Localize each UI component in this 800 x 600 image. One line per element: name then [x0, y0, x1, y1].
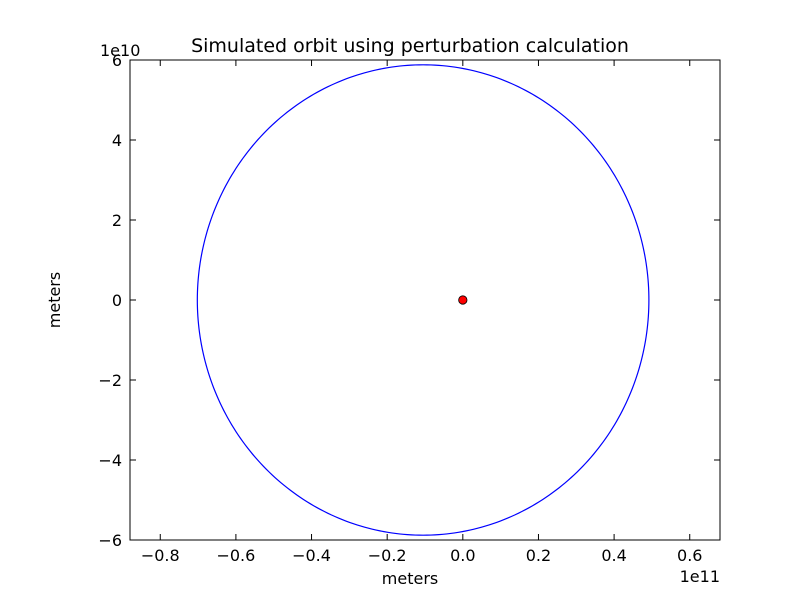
x-tick-label: −0.4 [292, 546, 331, 565]
x-offset-label: 1e11 [680, 567, 720, 586]
axes-frame [129, 59, 721, 541]
y-tick-label: −2 [98, 371, 122, 390]
y-offset-label: 1e10 [100, 41, 140, 60]
x-axis-label: meters [382, 569, 438, 588]
y-tick-label: 6 [112, 51, 122, 70]
y-tick-label: 0 [112, 291, 122, 310]
y-tick-label: 2 [112, 211, 122, 230]
y-tick-label: 4 [112, 131, 122, 150]
x-tick-label: −0.2 [368, 546, 407, 565]
x-tick-label: 0.2 [526, 546, 551, 565]
chart-title: Simulated orbit using perturbation calcu… [191, 35, 629, 57]
central-body-marker [458, 295, 468, 305]
x-tick-label: −0.8 [141, 546, 180, 565]
plot-area [196, 64, 650, 536]
y-axis-label: meters [45, 272, 64, 328]
x-tick-label: 0.0 [450, 546, 475, 565]
x-tick-label: 0.6 [677, 546, 702, 565]
orbit-series-line [196, 64, 650, 536]
x-tick-label: −0.6 [216, 546, 255, 565]
axis-ticks: −0.8 −0.6 −0.4 −0.2 0.0 0.2 0.4 0.6 −6 −4 −2 0 2 4 6 [98, 51, 720, 565]
x-tick-label: 0.4 [601, 546, 626, 565]
y-tick-label: −4 [98, 451, 122, 470]
y-tick-label: −6 [98, 531, 122, 550]
